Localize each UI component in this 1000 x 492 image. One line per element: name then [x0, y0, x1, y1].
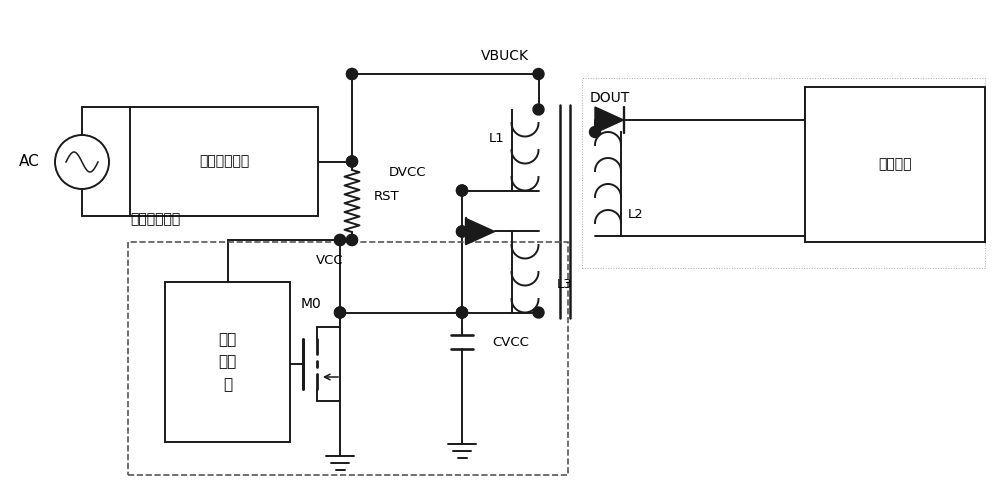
Circle shape [456, 226, 468, 237]
Circle shape [334, 307, 346, 318]
Circle shape [533, 104, 544, 115]
Text: L1: L1 [489, 131, 505, 145]
Text: 集成电路部分: 集成电路部分 [130, 212, 180, 226]
Circle shape [456, 307, 468, 318]
Circle shape [347, 68, 358, 80]
Circle shape [590, 126, 600, 137]
Circle shape [347, 235, 358, 246]
Circle shape [533, 68, 544, 80]
Text: 输出负载: 输出负载 [878, 157, 912, 172]
Circle shape [347, 235, 358, 246]
Text: RST: RST [374, 189, 400, 203]
Bar [165, 282, 290, 442]
Text: DVCC: DVCC [388, 166, 426, 179]
Circle shape [334, 307, 346, 318]
Circle shape [347, 156, 358, 167]
Circle shape [456, 307, 468, 318]
Text: VBUCK: VBUCK [481, 49, 529, 63]
Text: 脉宽
调制
器: 脉宽 调制 器 [218, 332, 237, 392]
Circle shape [456, 185, 468, 196]
Text: L2: L2 [628, 208, 644, 220]
Bar [582, 78, 985, 268]
Bar [130, 107, 318, 216]
Circle shape [347, 156, 358, 167]
Circle shape [456, 307, 468, 318]
Polygon shape [595, 107, 624, 133]
Circle shape [533, 307, 544, 318]
Circle shape [456, 226, 468, 237]
Text: CVCC: CVCC [492, 336, 529, 348]
Bar [128, 242, 568, 475]
Text: DOUT: DOUT [589, 91, 629, 105]
Circle shape [456, 185, 468, 196]
Polygon shape [466, 218, 495, 245]
Text: AC: AC [19, 154, 39, 170]
Circle shape [334, 235, 346, 246]
Text: 高压整流滤波: 高压整流滤波 [199, 154, 249, 168]
Bar [805, 87, 985, 242]
Text: L3: L3 [557, 277, 573, 290]
Circle shape [334, 235, 346, 246]
Circle shape [347, 68, 358, 80]
Text: VCC: VCC [316, 253, 344, 267]
Text: M0: M0 [301, 297, 321, 311]
